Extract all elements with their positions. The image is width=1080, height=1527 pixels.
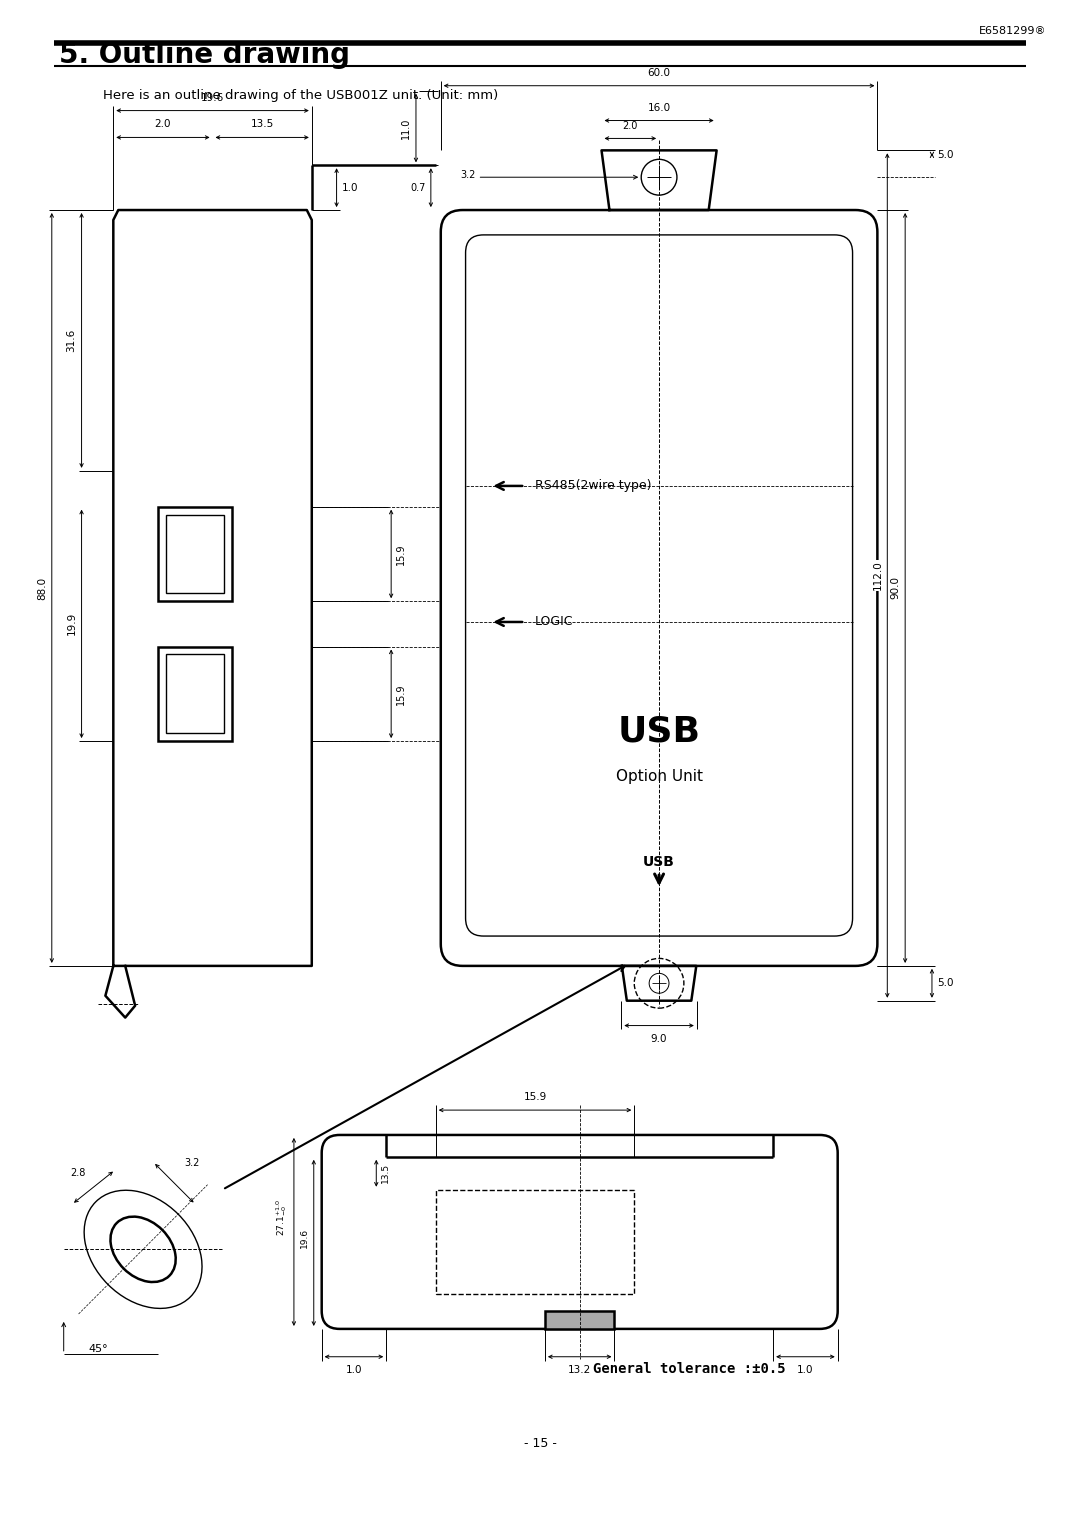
Text: 1.0: 1.0 [346, 1365, 362, 1374]
Text: 3.2: 3.2 [460, 169, 475, 180]
Text: 45°: 45° [89, 1344, 108, 1354]
Bar [436, 1190, 634, 1293]
Text: 3.2: 3.2 [185, 1157, 200, 1168]
Text: 2.8: 2.8 [70, 1168, 85, 1177]
Text: 5.0: 5.0 [937, 979, 954, 988]
Text: 15.9: 15.9 [524, 1092, 546, 1102]
Text: 15.9: 15.9 [396, 683, 406, 704]
Bar [166, 655, 225, 733]
Bar [545, 1312, 615, 1328]
Text: 0.7: 0.7 [410, 183, 426, 192]
Text: USB: USB [618, 715, 701, 748]
Text: 27.1$^{+1.0}_{-0}$: 27.1$^{+1.0}_{-0}$ [274, 1199, 289, 1235]
Text: 13.2: 13.2 [568, 1365, 592, 1374]
Text: E6581299®: E6581299® [978, 26, 1047, 37]
Text: General tolerance :±0.5: General tolerance :±0.5 [593, 1362, 785, 1376]
Text: USB: USB [643, 855, 675, 869]
Text: 9.0: 9.0 [651, 1034, 667, 1043]
Text: 5. Outline drawing: 5. Outline drawing [58, 41, 350, 69]
Text: 2.0: 2.0 [154, 119, 172, 130]
Text: 2.0: 2.0 [622, 122, 638, 131]
Text: 88.0: 88.0 [37, 576, 46, 600]
Text: 19.6: 19.6 [300, 1228, 309, 1248]
Bar [166, 515, 225, 592]
Text: Here is an outline drawing of the USB001Z unit. (Unit: mm): Here is an outline drawing of the USB001… [104, 89, 499, 102]
Text: 60.0: 60.0 [648, 67, 671, 78]
Text: 31.6: 31.6 [67, 328, 77, 353]
Text: Option Unit: Option Unit [616, 770, 703, 785]
Bar [158, 646, 232, 741]
Text: 15.9: 15.9 [396, 544, 406, 565]
Bar [158, 507, 232, 602]
Text: - 15 -: - 15 - [524, 1437, 556, 1449]
Text: 1.0: 1.0 [341, 183, 359, 192]
Text: 90.0: 90.0 [890, 577, 901, 600]
Text: 5.0: 5.0 [937, 150, 954, 160]
Text: 11.0: 11.0 [401, 118, 411, 139]
Text: 13.5: 13.5 [251, 119, 274, 130]
Text: LOGIC: LOGIC [535, 615, 573, 629]
Text: 112.0: 112.0 [873, 560, 882, 591]
Text: 13.5: 13.5 [381, 1164, 390, 1183]
Text: RS485(2wire type): RS485(2wire type) [535, 479, 651, 492]
Text: 1.0: 1.0 [797, 1365, 813, 1374]
Text: 19.6: 19.6 [201, 93, 225, 102]
Text: 16.0: 16.0 [648, 102, 671, 113]
Text: 19.9: 19.9 [67, 612, 77, 635]
